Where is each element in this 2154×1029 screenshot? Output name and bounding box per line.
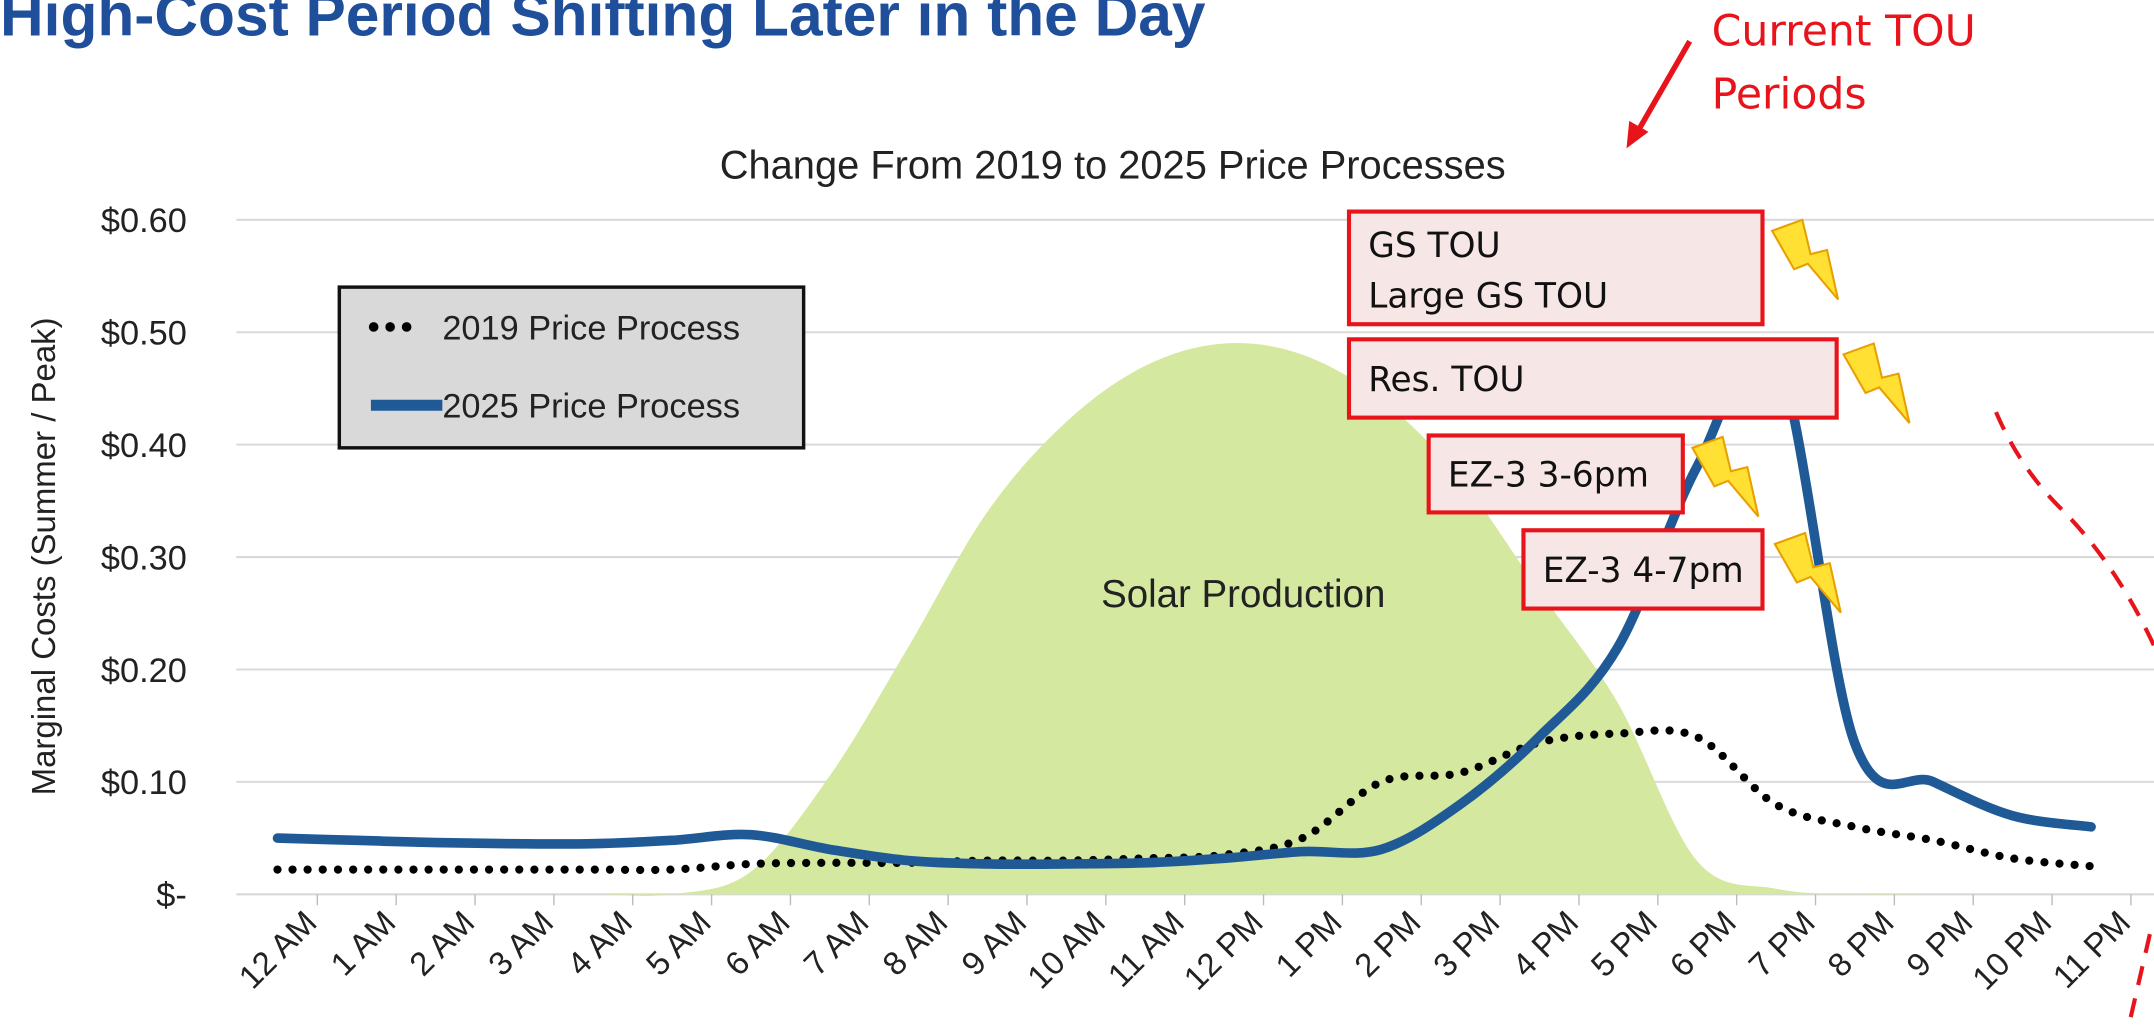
x-tick-label: 5 PM [1584,903,1665,984]
bolt [1770,218,1840,301]
tou-boxes: GS TOU Large GS TOU Res. TOU EZ-3 3-6pm EZ-3… [1346,209,1839,611]
x-tick-label: 3 PM [1426,903,1507,984]
area-label: Solar Production [1101,573,1385,616]
y-tick-label: $0.50 [101,315,187,353]
tou-box-text: GS TOU [1368,226,1500,266]
x-tick-label: 12 PM [1176,903,1270,997]
legend: 2019 Price Process 2025 Price Process [337,285,806,450]
bolts [1690,218,1911,614]
y-tick-label: $0.20 [101,652,187,690]
x-tick-label: 7 AM [796,903,875,982]
legend-box [337,285,806,450]
x-tick-label: 1 AM [323,903,402,982]
y-tick-label: $0.60 [101,202,187,240]
x-tick-label: 4 PM [1505,903,1586,984]
y-tick-label: $0.10 [101,764,187,802]
tou-box-text: EZ-3 3-6pm [1448,455,1649,495]
x-tick-label: 4 AM [560,903,639,982]
x-tick-label: 2 PM [1347,903,1428,984]
y-tick-label: $0.40 [101,427,187,465]
page-title: High-Cost Period Shifting Later in the D… [0,0,1206,49]
x-tick-label: 6 AM [718,903,797,982]
chart-title: Change From 2019 to 2025 Price Processes [720,144,1506,188]
callout-text: Periods [1712,70,1867,120]
x-tick-label: 8 PM [1820,903,1901,984]
tou-box [1346,209,1765,327]
dashed-bracket [1994,411,2154,1024]
x-tick-label: 3 AM [481,903,560,982]
arrowhead [1626,120,1649,149]
x-tick-label: 5 AM [639,903,718,982]
legend-label: 2025 Price Process [442,388,740,426]
callout-text: Current TOU [1712,6,1976,56]
tou-box [1346,337,1839,420]
y-tick-label: $- [156,877,187,915]
line [273,726,2096,875]
x-tick-label: 8 AM [875,903,954,982]
tou-box [1426,433,1685,515]
y-axis-label: Marginal Costs (Summer / Peak) [25,317,62,795]
tou-box-text: EZ-3 4-7pm [1543,551,1744,591]
tou-box-text: Res. TOU [1368,360,1524,400]
x-tick-label: 11 PM [2045,903,2137,995]
x-tick-label: 12 AM [231,903,323,995]
area [277,342,2092,896]
x-tick-label: 11 AM [1101,903,1191,993]
callout: Current TOU Periods [1626,6,2154,1024]
bolt [1690,435,1760,518]
x-tick-label: 2 AM [402,903,481,982]
tou-box-text: Large GS TOU [1368,277,1608,317]
bolt [1773,531,1842,614]
bolt [1842,342,1911,424]
x-tick-label: 1 PM [1268,903,1349,984]
tou-box [1521,528,1765,611]
legend-label: 2019 Price Process [442,309,740,347]
x-tick-label: 7 PM [1741,903,1822,984]
x-tick-label: 10 PM [1965,903,2059,997]
x-tick-label: 10 AM [1020,903,1112,995]
callout-arrow [1635,39,1693,134]
x-tick-label: 6 PM [1662,903,1743,984]
area-layer: Solar Production [277,342,2092,896]
y-tick-label: $0.30 [101,539,187,577]
